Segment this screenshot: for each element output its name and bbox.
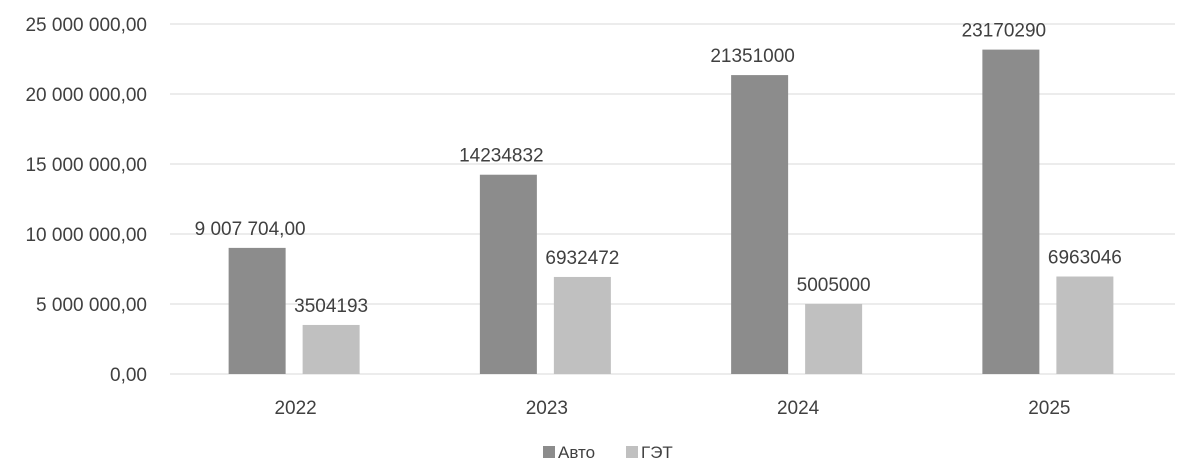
data-label: 23170290 [962,21,1047,42]
data-label: 21351000 [710,46,795,67]
x-tick-label: 2024 [777,398,820,419]
y-tick-label: 10 000 000,00 [25,225,147,246]
y-tick-label: 5 000 000,00 [36,295,147,316]
bar-Авто-2023 [479,174,537,374]
bar-ГЭТ-2023 [553,276,611,374]
y-axis-ticks: 0,00 5 000 000,00 10 000 000,00 15 000 000,… [25,15,147,386]
legend-swatch-Авто [543,446,555,458]
x-tick-label: 2023 [526,398,568,419]
data-label: 3504193 [294,296,368,317]
bars [228,49,1114,375]
x-tick-label: 2022 [274,398,316,419]
data-labels: 9 007 704,00 3504193 14234832 6932472 213510… [195,21,1122,317]
legend-label: ГЭТ [641,443,673,462]
data-label: 14234832 [459,146,544,167]
bar-ГЭТ-2024 [805,303,863,374]
legend-label: Авто [558,443,595,462]
data-label: 6932472 [545,248,619,269]
bar-ГЭТ-2025 [1056,276,1114,374]
y-tick-label: 25 000 000,00 [25,15,147,36]
bar-ГЭТ-2022 [302,324,360,374]
x-tick-label: 2025 [1028,398,1070,419]
bar-Авто-2022 [228,247,286,374]
y-tick-label: 15 000 000,00 [25,155,147,176]
legend-swatch-ГЭТ [626,446,638,458]
data-label: 9 007 704,00 [195,219,306,240]
bar-Авто-2024 [731,75,789,374]
legend: Авто ГЭТ [543,443,673,462]
x-axis-ticks: 2022 2023 2024 2025 [274,398,1070,419]
data-label: 6963046 [1048,248,1122,269]
bar-Авто-2025 [982,49,1040,375]
data-label: 5005000 [797,275,871,296]
y-tick-label: 0,00 [110,365,147,386]
y-tick-label: 20 000 000,00 [25,85,147,106]
